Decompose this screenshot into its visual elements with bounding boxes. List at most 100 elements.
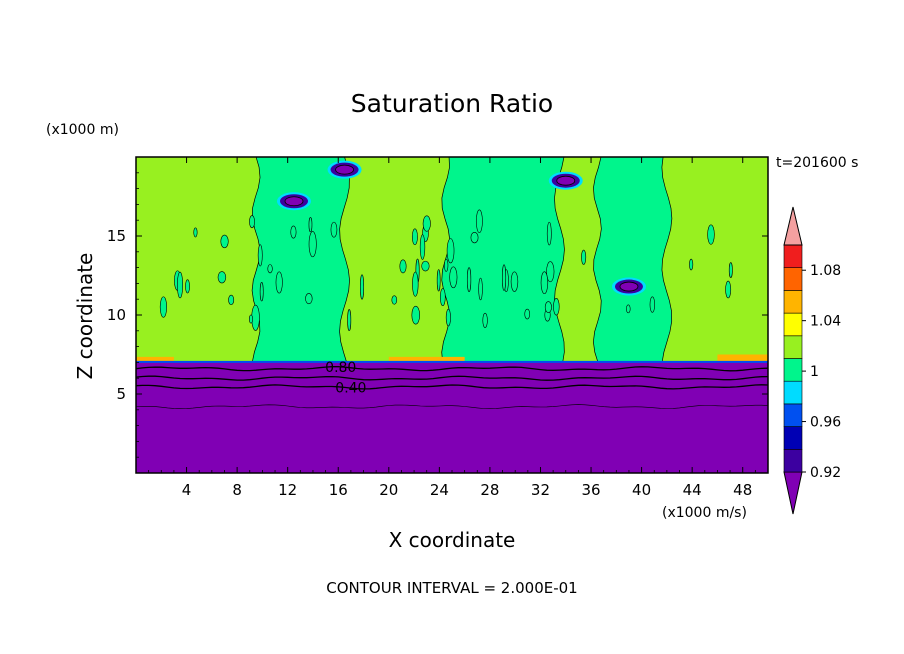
colorbar-tick-label: 1	[810, 364, 819, 380]
moist-streak	[347, 309, 352, 332]
moist-streak	[502, 264, 507, 291]
colorbar-min-arrow	[783, 471, 803, 515]
contour-label: 0.40	[335, 381, 366, 397]
moist-streak	[546, 261, 555, 283]
x-tick-label: 36	[581, 481, 600, 499]
colorbar-swatch	[783, 426, 803, 450]
moist-streak	[275, 271, 283, 294]
contour-line	[136, 375, 768, 381]
moist-streak	[449, 266, 458, 289]
moist-streak	[412, 271, 419, 297]
contour-line	[136, 366, 768, 372]
moist-streak	[248, 314, 253, 324]
colorbar-swatch	[783, 380, 803, 405]
x-unit-label: (x1000 m/s)	[662, 505, 747, 521]
x-tick-label: 4	[182, 481, 192, 499]
supersat-strip-left	[136, 356, 174, 363]
x-tick-label: 44	[683, 481, 702, 499]
moist-streak	[445, 308, 451, 327]
colorbar-swatch	[783, 244, 803, 269]
dry-patch-core	[335, 164, 354, 175]
dry-patch-core	[619, 281, 639, 292]
moist-streak	[305, 293, 313, 305]
contour-line	[136, 404, 768, 410]
moist-streak	[544, 301, 552, 313]
x-tick-label: 8	[232, 481, 242, 499]
y-tick-label: 15	[107, 227, 126, 245]
moist-band-2	[441, 157, 565, 363]
colorbar-swatch	[783, 312, 803, 337]
plot-area	[136, 157, 768, 473]
moist-streak	[217, 271, 227, 284]
colorbar: 0.92 0.96 1 1.04 1.08	[783, 206, 841, 515]
moist-streak	[360, 274, 365, 300]
contour-lines	[136, 366, 768, 410]
moist-streak	[553, 297, 560, 316]
moist-streak	[478, 277, 483, 301]
colorbar-swatch	[783, 403, 803, 427]
dry-patch-core	[284, 196, 304, 207]
moist-streak	[228, 294, 235, 306]
dry-patch-core	[556, 175, 576, 186]
moist-streak	[524, 308, 531, 320]
contour-interval-footer: CONTOUR INTERVAL = 2.000E-01	[326, 579, 577, 597]
contour-labels: 0.80 0.40	[325, 360, 366, 397]
x-axis-label: X coordinate	[389, 528, 516, 552]
x-tick-label: 12	[278, 481, 297, 499]
moist-band-3	[593, 157, 673, 363]
moist-streak	[470, 231, 479, 244]
colorbar-max-arrow	[783, 206, 803, 246]
supersat-strip-right	[717, 354, 768, 363]
x-tick-label: 20	[379, 481, 398, 499]
layer-edge	[136, 360, 768, 363]
chart-title: Saturation Ratio	[351, 89, 553, 118]
moist-streak	[177, 271, 183, 299]
field-lower-layer	[136, 362, 768, 473]
moist-streak	[540, 271, 549, 295]
moist-streak	[689, 258, 694, 271]
moist-streak	[422, 215, 431, 232]
x-tick-label: 16	[329, 481, 348, 499]
moist-streak	[391, 295, 398, 305]
moist-streak	[185, 279, 190, 294]
moist-streak	[399, 259, 407, 274]
moist-streak	[411, 305, 420, 325]
x-tick-label: 48	[733, 481, 752, 499]
moist-streak	[725, 280, 732, 299]
colorbar-swatch	[783, 335, 803, 359]
x-tick-label: 24	[430, 481, 449, 499]
colorbar-swatch	[783, 290, 803, 314]
moist-streak	[707, 224, 715, 245]
colorbar-swatch	[783, 267, 803, 291]
moist-streak	[482, 312, 488, 328]
colorbar-swatch	[783, 448, 803, 473]
moist-streak	[220, 234, 229, 249]
moist-streak	[475, 209, 483, 233]
colorbar-tick-label: 0.92	[810, 465, 841, 481]
moist-streak	[546, 221, 552, 246]
moist-streak	[411, 228, 418, 246]
moist-streak	[257, 244, 263, 267]
x-tick-label: 40	[632, 481, 651, 499]
contour-label: 0.80	[325, 360, 356, 376]
moist-streak	[193, 227, 198, 238]
y-tick-label: 5	[116, 385, 126, 403]
time-label: t=201600 s	[776, 155, 858, 171]
moist-streak	[581, 249, 587, 265]
moist-streak	[249, 215, 255, 229]
colorbar-tick-label: 1.08	[810, 263, 841, 279]
moist-streak	[436, 269, 441, 292]
y-unit-label: (x1000 m)	[46, 122, 119, 138]
colorbar-tick-label: 1.04	[810, 314, 841, 330]
moist-streak	[444, 258, 449, 272]
moist-streak	[626, 304, 631, 314]
moist-streak	[259, 281, 264, 302]
colorbar-swatch	[783, 358, 803, 382]
x-tick-label: 28	[480, 481, 499, 499]
moist-streak	[330, 221, 338, 238]
moist-streak	[267, 264, 273, 274]
moist-band-1	[251, 157, 350, 363]
moist-streak	[466, 267, 472, 292]
x-tick-label: 32	[531, 481, 550, 499]
